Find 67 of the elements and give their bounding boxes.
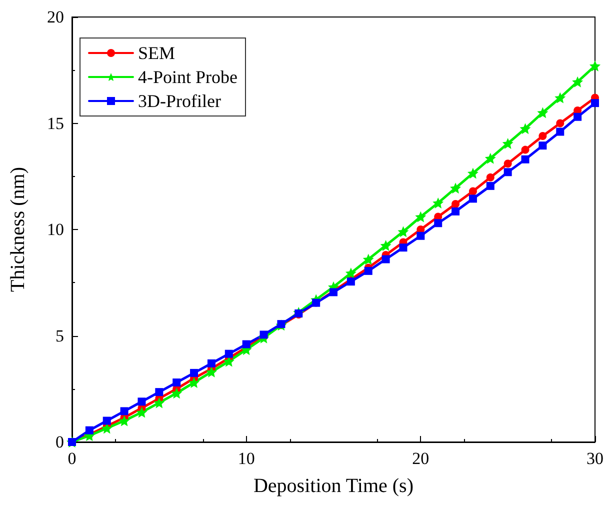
point [486, 173, 494, 182]
point [520, 123, 531, 134]
y-tick-label: 5 [56, 326, 64, 346]
point [538, 142, 547, 150]
point [502, 138, 514, 149]
point [398, 226, 409, 238]
point [242, 340, 250, 348]
point [399, 244, 408, 252]
x-tick-label: 20 [412, 449, 430, 468]
point [452, 207, 460, 216]
point [172, 378, 181, 386]
x-tick-label: 0 [68, 449, 76, 468]
point [484, 152, 496, 164]
point [554, 92, 566, 104]
point [450, 182, 462, 194]
point [467, 168, 478, 179]
point [521, 146, 530, 154]
point [85, 426, 94, 434]
legend-label: SEM [138, 43, 176, 63]
point [504, 168, 512, 176]
point [521, 155, 530, 164]
x-axis-title: Deposition Time (s) [253, 475, 414, 497]
point [572, 76, 584, 88]
point [452, 200, 460, 208]
point [538, 132, 547, 140]
point [416, 232, 425, 240]
x-tick-label: 30 [586, 449, 604, 468]
point [190, 368, 198, 377]
point [537, 107, 548, 118]
point [345, 268, 356, 279]
point [468, 187, 477, 196]
point [364, 266, 372, 275]
y-tick-label: 20 [47, 8, 64, 26]
point [382, 255, 390, 264]
point [434, 219, 442, 228]
point [188, 377, 200, 388]
y-tick-label: 10 [47, 220, 64, 239]
point [154, 397, 165, 408]
legend-label: 4-Point Probe [138, 67, 238, 87]
point [432, 197, 444, 208]
point [224, 350, 233, 358]
point [574, 112, 582, 121]
point [504, 160, 512, 168]
point [155, 388, 164, 396]
point [120, 407, 128, 416]
point [138, 398, 146, 406]
point [118, 415, 130, 426]
point [468, 194, 477, 203]
legend-label: 3D-Profiler [138, 91, 221, 111]
point [207, 359, 216, 368]
point [171, 388, 182, 399]
x-tick-label: 10 [238, 449, 255, 468]
point [486, 182, 494, 190]
y-tick-label: 15 [47, 114, 64, 133]
point [591, 99, 599, 108]
y-axis-title: Thickness (nm) [7, 167, 29, 292]
point [136, 406, 148, 418]
point [102, 416, 111, 425]
point [415, 211, 426, 222]
point [206, 366, 217, 378]
point [380, 240, 392, 251]
point [590, 60, 600, 72]
point [556, 128, 564, 136]
y-tick-label: 0 [56, 432, 64, 452]
point [346, 278, 355, 286]
point [362, 254, 374, 265]
point [556, 119, 564, 128]
